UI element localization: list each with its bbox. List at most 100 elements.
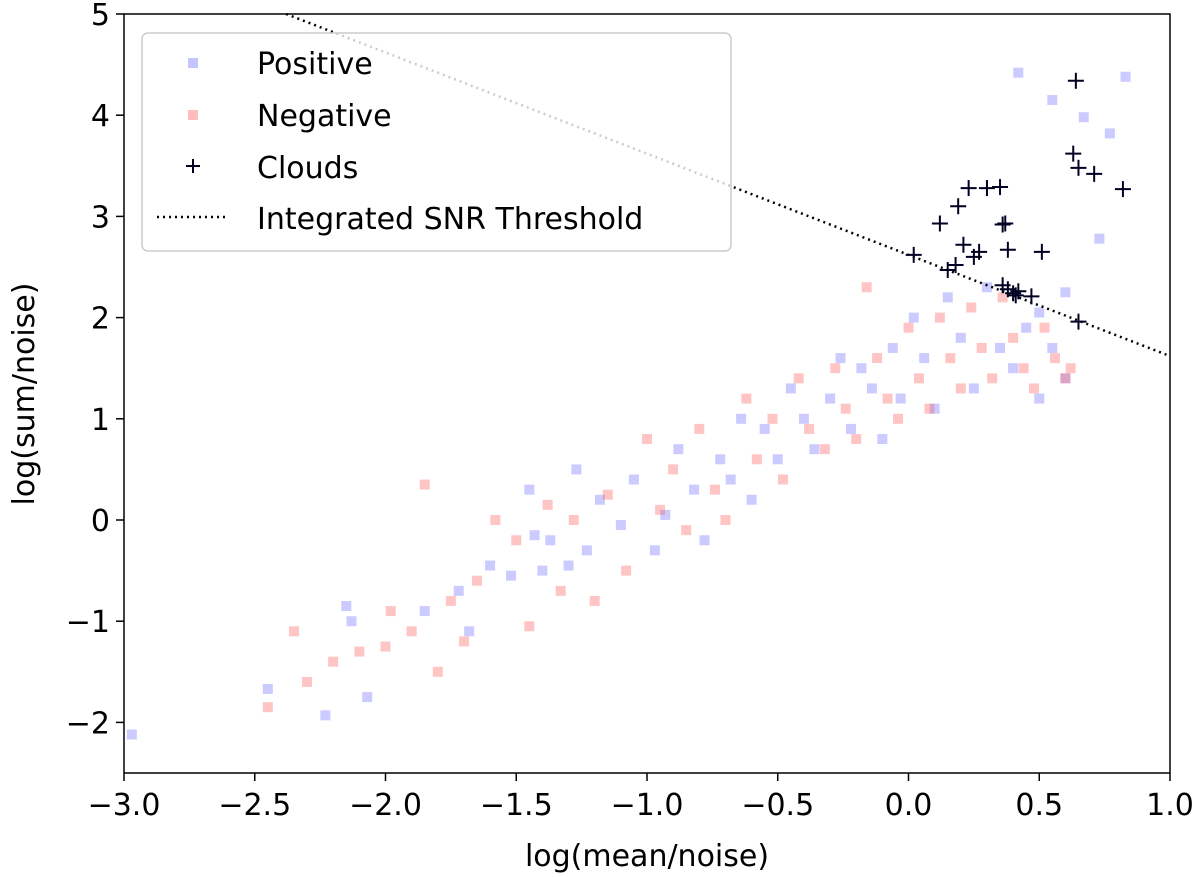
negative-point (288, 626, 299, 637)
cloud-point (1086, 165, 1103, 182)
positive-point (725, 474, 736, 485)
positive-point (1047, 342, 1058, 353)
negative-point (621, 565, 632, 576)
positive-point (929, 403, 940, 414)
negative-point (555, 585, 566, 596)
cloud-point (999, 241, 1016, 258)
negative-point (490, 515, 501, 525)
legend-marker-positive (188, 58, 198, 68)
y-tick-label: 4 (91, 99, 110, 134)
negative-point (302, 676, 313, 687)
negative-point (741, 393, 752, 404)
negative-point (924, 403, 935, 414)
positive-point (419, 606, 430, 617)
negative-point (767, 413, 778, 424)
negative-point (997, 292, 1008, 303)
x-tick-label: 1.0 (1146, 788, 1194, 823)
negative-point (385, 606, 396, 617)
positive-point (1034, 393, 1045, 404)
positive-point (524, 484, 535, 495)
negative-point (1008, 332, 1019, 343)
cloud-point (978, 180, 995, 197)
negative-point (1029, 383, 1040, 394)
negative-point (793, 373, 804, 384)
x-tick-label: 0.5 (1015, 788, 1063, 823)
negative-point (913, 373, 924, 384)
cloud-point (1070, 159, 1087, 176)
legend-frame (141, 32, 732, 252)
legend-label-clouds: Clouds (257, 151, 358, 186)
negative-point (893, 413, 904, 424)
positive-point (571, 464, 582, 475)
positive-point (453, 585, 464, 596)
cloud-point (960, 180, 977, 197)
legend-label-positive: Positive (257, 47, 373, 82)
negative-point (458, 636, 469, 647)
x-tick-label: 0.0 (885, 788, 933, 823)
positive-point (895, 393, 906, 404)
positive-point (809, 444, 820, 455)
positive-point (955, 332, 966, 343)
legend-label-negative: Negative (257, 99, 392, 134)
y-axis-label: log(sum/noise) (7, 283, 42, 506)
cloud-point (1010, 283, 1027, 300)
y-tick-label: 3 (91, 200, 110, 235)
positive-point (563, 560, 574, 571)
negative-point (751, 454, 762, 465)
positive-point (594, 494, 605, 505)
positive-point (887, 342, 898, 353)
positive-point (320, 710, 331, 721)
negative-point (419, 479, 430, 490)
x-tick-label: −1.5 (480, 788, 553, 823)
cloud-point (1067, 72, 1084, 89)
cloud-point (1023, 288, 1040, 305)
cloud-point (947, 256, 964, 273)
positive-point (628, 474, 639, 485)
positive-point (968, 383, 979, 394)
negative-point (1018, 363, 1029, 374)
negative-point (445, 595, 456, 606)
y-tick-label: −2 (66, 706, 110, 741)
legend-marker-negative (188, 110, 198, 120)
positive-point (537, 565, 548, 576)
positive-point (759, 423, 770, 434)
x-tick-label: −2.5 (218, 788, 291, 823)
negative-point (903, 322, 914, 333)
positive-point (1008, 363, 1019, 374)
positive-point (341, 601, 352, 612)
y-tick-label: 2 (91, 302, 110, 337)
positive-point (649, 545, 660, 556)
positive-point (1120, 71, 1131, 82)
negative-point (380, 641, 391, 652)
positive-point (981, 282, 992, 293)
negative-point (830, 363, 841, 374)
negative-point (1060, 373, 1071, 384)
negative-point (819, 444, 830, 455)
negative-point (861, 282, 872, 293)
legend: Positive Negative Clouds Integrated SNR … (141, 32, 732, 252)
positive-point (545, 535, 556, 546)
positive-point (1021, 322, 1032, 333)
cloud-point (955, 236, 972, 253)
negative-point (542, 499, 553, 510)
positive-point (1060, 373, 1071, 384)
x-tick-label: −1.0 (611, 788, 684, 823)
positive-point (877, 434, 888, 445)
positive-point (660, 509, 671, 520)
positive-point (798, 413, 809, 424)
cloud-point (994, 216, 1011, 233)
negative-point (328, 656, 339, 667)
negative-point (694, 423, 705, 434)
negative-point (432, 666, 443, 677)
positive-point (772, 454, 783, 465)
cloud-point (971, 243, 988, 260)
negative-point (642, 434, 652, 445)
negative-point (882, 393, 893, 404)
positive-point (825, 393, 836, 404)
negative-point (589, 595, 600, 606)
positive-point (1104, 128, 1115, 139)
negative-point (681, 525, 692, 536)
negative-point (354, 646, 365, 657)
positive-point (1078, 112, 1089, 123)
